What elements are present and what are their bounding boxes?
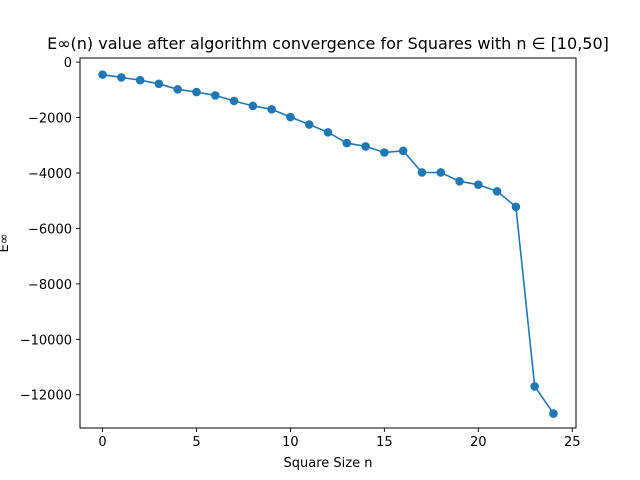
data-point [286,112,295,122]
x-tick-label: 5 [192,435,200,450]
x-axis: 0 5 10 15 20 25 [98,428,581,450]
data-point [248,101,258,111]
data-point [192,87,201,97]
data-point [304,120,314,129]
data-point [173,85,182,94]
data-point [117,73,126,82]
axes-frame [79,57,577,429]
data-point [455,177,464,186]
data-point [98,70,107,79]
x-tick-label: 15 [376,435,393,450]
data-point [210,91,220,100]
x-axis-title: Square Size n [284,456,373,471]
y-tick-label: −12000 [20,389,72,404]
y-tick-label: −2000 [28,112,72,127]
data-point [436,168,446,177]
x-tick-label: 20 [470,435,487,450]
y-tick-label: −8000 [28,278,72,293]
y-tick-label: −4000 [28,167,72,182]
x-tick-label: 0 [98,435,106,450]
data-point [342,138,352,148]
data-point [530,382,539,391]
x-tick-label: 10 [282,435,299,450]
data-point [511,202,521,212]
y-axis: 0 −2000 −4000 −6000 −8000 −10000 −12000 [20,56,80,404]
data-point [474,180,483,189]
data-point [361,142,370,151]
data-point [417,168,427,177]
data-point [135,75,145,85]
chart-title: E∞(n) value after algorithm convergence … [47,34,609,53]
plot-area [98,70,558,418]
y-tick-label: −6000 [28,222,72,237]
data-point [398,146,408,156]
series-line [102,73,555,415]
data-point [323,127,333,137]
data-point [154,79,164,89]
data-point [549,409,558,418]
data-point [229,96,239,106]
data-point [492,187,502,196]
y-axis-title: E∞ [0,233,12,252]
data-point [380,148,389,157]
y-tick-label: 0 [64,56,72,71]
y-tick-label: −10000 [20,333,72,348]
x-tick-label: 25 [564,435,581,450]
data-point [267,104,276,114]
